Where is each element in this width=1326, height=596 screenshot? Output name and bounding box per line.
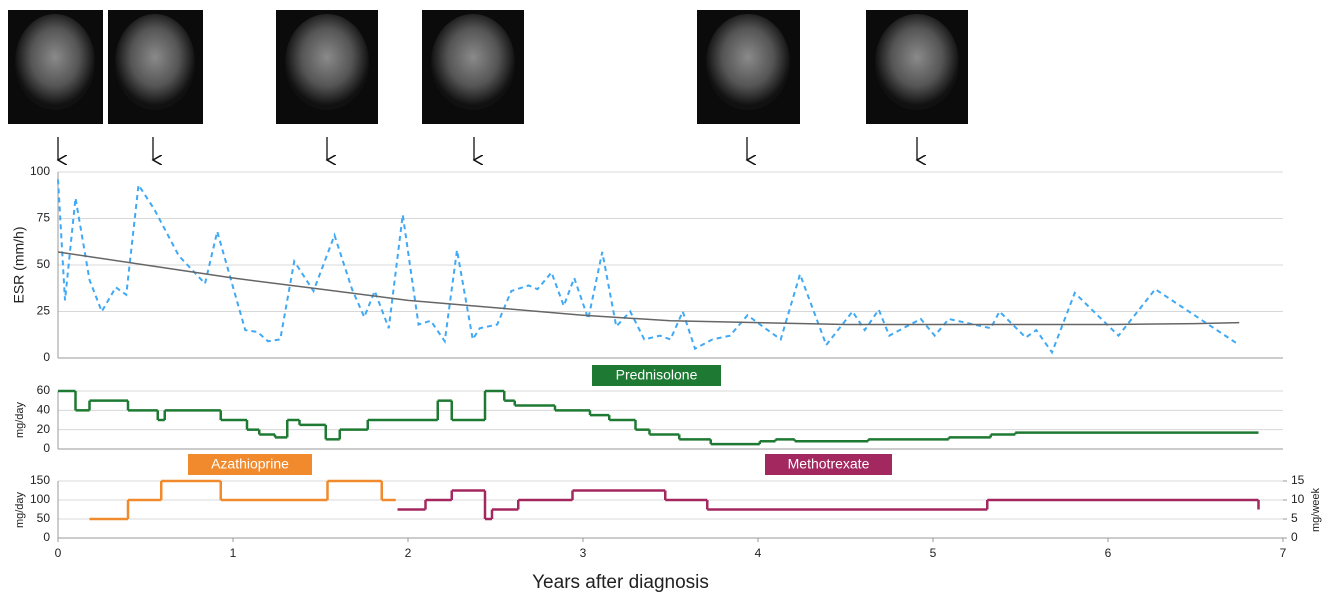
mri-image: [866, 10, 968, 124]
trend-line: [58, 252, 1239, 325]
y2-tick-label: 10: [1291, 492, 1305, 506]
x-tick-label: 2: [405, 546, 412, 560]
y-tick-label: 150: [30, 473, 50, 487]
x-tick-label: 6: [1105, 546, 1112, 560]
y-axis-label: mg/day: [14, 491, 26, 528]
x-tick-label: 5: [930, 546, 937, 560]
legend-label: Methotrexate: [788, 456, 870, 472]
x-axis-label: Years after diagnosis: [532, 572, 709, 593]
y-tick-label: 0: [43, 530, 50, 544]
mri-image: [108, 10, 203, 124]
y-tick-label: 0: [43, 441, 50, 455]
mri-images: [8, 10, 968, 124]
y2-tick-label: 0: [1291, 530, 1298, 544]
legend-label: Prednisolone: [616, 367, 698, 383]
y-tick-label: 0: [43, 350, 50, 364]
x-tick-label: 3: [580, 546, 587, 560]
y-tick-label: 40: [37, 403, 51, 417]
y-tick-label: 100: [30, 164, 50, 178]
mri-image: [8, 10, 103, 124]
y-tick-label: 100: [30, 492, 50, 506]
step-riser: [426, 491, 1259, 520]
step-riser: [76, 391, 1259, 444]
y-axis-label: mg/day: [14, 401, 26, 438]
y-tick-label: 50: [37, 257, 51, 271]
x-tick-label: 1: [230, 546, 237, 560]
y-axis-label: ESR (mm/h): [11, 227, 27, 304]
chart: 0255075100ESR (mm/h)0204060mg/dayPrednis…: [0, 0, 1326, 596]
arrows: [58, 137, 917, 160]
y2-axis-label: mg/week: [1310, 487, 1322, 532]
y2-tick-label: 15: [1291, 473, 1305, 487]
x-tick-label: 7: [1280, 546, 1287, 560]
y-tick-label: 50: [37, 511, 51, 525]
mri-image: [276, 10, 378, 124]
y-tick-label: 25: [37, 304, 51, 318]
x-tick-label: 4: [755, 546, 762, 560]
y-tick-label: 75: [37, 211, 51, 225]
mri-image: [697, 10, 800, 124]
y-tick-label: 60: [37, 383, 51, 397]
mri-image: [422, 10, 524, 124]
legend-label: Azathioprine: [211, 456, 289, 472]
esr-line: [58, 179, 1239, 352]
y-tick-label: 20: [37, 422, 51, 436]
x-tick-label: 0: [55, 546, 62, 560]
y2-tick-label: 5: [1291, 511, 1298, 525]
